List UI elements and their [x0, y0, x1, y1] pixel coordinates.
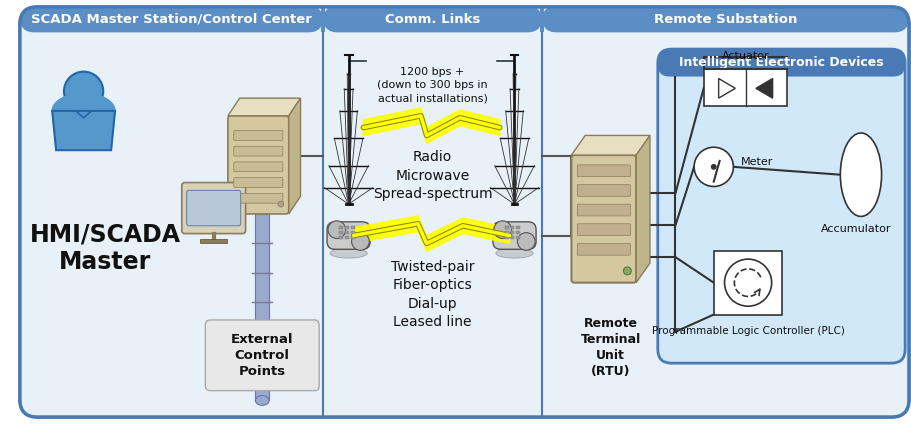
- Bar: [504, 231, 508, 234]
- Text: 1200 bps +
(down to 300 bps in
actual installations): 1200 bps + (down to 300 bps in actual in…: [377, 67, 487, 103]
- FancyBboxPatch shape: [541, 6, 908, 32]
- Bar: [510, 226, 514, 229]
- Text: External
Control
Points: External Control Points: [230, 333, 293, 378]
- Bar: [350, 236, 354, 239]
- Text: Intelligent Electronic Devices: Intelligent Electronic Devices: [679, 56, 883, 69]
- Text: Remote Substation: Remote Substation: [653, 13, 796, 25]
- FancyBboxPatch shape: [577, 204, 630, 216]
- Polygon shape: [52, 111, 115, 150]
- Bar: [344, 226, 348, 229]
- FancyBboxPatch shape: [205, 320, 319, 391]
- Bar: [344, 236, 348, 239]
- Polygon shape: [353, 216, 509, 251]
- FancyBboxPatch shape: [233, 131, 282, 140]
- Polygon shape: [228, 98, 301, 116]
- Circle shape: [278, 201, 283, 207]
- FancyBboxPatch shape: [571, 155, 636, 283]
- Circle shape: [494, 221, 511, 239]
- Text: Remote
Terminal
Unit
(RTU): Remote Terminal Unit (RTU): [580, 317, 640, 378]
- Bar: [339, 236, 343, 239]
- Bar: [200, 240, 227, 243]
- Bar: [516, 231, 520, 234]
- FancyBboxPatch shape: [233, 162, 282, 172]
- FancyBboxPatch shape: [327, 222, 370, 249]
- Polygon shape: [755, 78, 772, 98]
- FancyBboxPatch shape: [20, 7, 908, 417]
- Bar: [713, 251, 782, 315]
- Ellipse shape: [255, 396, 269, 405]
- Text: HMI/SCADA
Master: HMI/SCADA Master: [30, 223, 180, 274]
- Bar: [504, 226, 508, 229]
- Bar: [339, 231, 343, 234]
- Circle shape: [64, 72, 103, 111]
- Bar: [344, 231, 348, 234]
- Circle shape: [723, 259, 771, 306]
- FancyBboxPatch shape: [577, 184, 630, 196]
- Polygon shape: [52, 111, 115, 150]
- Bar: [321, 6, 324, 32]
- Text: Programmable Logic Controller (PLC): Programmable Logic Controller (PLC): [651, 326, 844, 336]
- Circle shape: [710, 164, 716, 170]
- Bar: [350, 226, 354, 229]
- FancyBboxPatch shape: [577, 243, 630, 255]
- Bar: [516, 236, 520, 239]
- Polygon shape: [289, 98, 301, 214]
- FancyBboxPatch shape: [492, 222, 536, 249]
- Text: Accumulator: Accumulator: [820, 224, 890, 234]
- Bar: [516, 226, 520, 229]
- Bar: [703, 69, 786, 106]
- Polygon shape: [718, 78, 734, 98]
- Polygon shape: [363, 108, 499, 143]
- Text: Meter: Meter: [741, 157, 773, 167]
- Text: Comm. Links: Comm. Links: [384, 13, 480, 25]
- Text: Twisted-pair
Fiber-optics
Dial-up
Leased line: Twisted-pair Fiber-optics Dial-up Leased…: [391, 260, 474, 329]
- Circle shape: [623, 267, 630, 275]
- Ellipse shape: [330, 248, 367, 258]
- FancyBboxPatch shape: [187, 190, 241, 226]
- Polygon shape: [52, 93, 115, 111]
- Bar: [510, 236, 514, 239]
- Bar: [539, 6, 543, 32]
- Circle shape: [328, 221, 345, 239]
- Circle shape: [351, 233, 369, 250]
- FancyBboxPatch shape: [233, 178, 282, 187]
- FancyBboxPatch shape: [233, 193, 282, 203]
- Text: SCADA Master Station/Control Center: SCADA Master Station/Control Center: [31, 13, 312, 25]
- Bar: [339, 226, 343, 229]
- Circle shape: [693, 147, 732, 187]
- FancyBboxPatch shape: [657, 49, 904, 363]
- FancyBboxPatch shape: [577, 224, 630, 236]
- FancyBboxPatch shape: [657, 49, 904, 77]
- Circle shape: [517, 233, 535, 250]
- FancyBboxPatch shape: [322, 6, 541, 32]
- Bar: [510, 231, 514, 234]
- Bar: [504, 236, 508, 239]
- Text: Actuator: Actuator: [721, 51, 769, 61]
- FancyBboxPatch shape: [577, 165, 630, 177]
- Polygon shape: [571, 135, 650, 155]
- FancyBboxPatch shape: [233, 146, 282, 156]
- FancyBboxPatch shape: [20, 6, 322, 32]
- Bar: [350, 231, 354, 234]
- Text: Radio
Microwave
Spread-spectrum: Radio Microwave Spread-spectrum: [373, 150, 492, 201]
- Ellipse shape: [496, 248, 533, 258]
- FancyBboxPatch shape: [181, 183, 245, 234]
- Polygon shape: [636, 135, 650, 283]
- Ellipse shape: [839, 133, 881, 216]
- Bar: [255, 214, 269, 400]
- FancyBboxPatch shape: [228, 116, 289, 214]
